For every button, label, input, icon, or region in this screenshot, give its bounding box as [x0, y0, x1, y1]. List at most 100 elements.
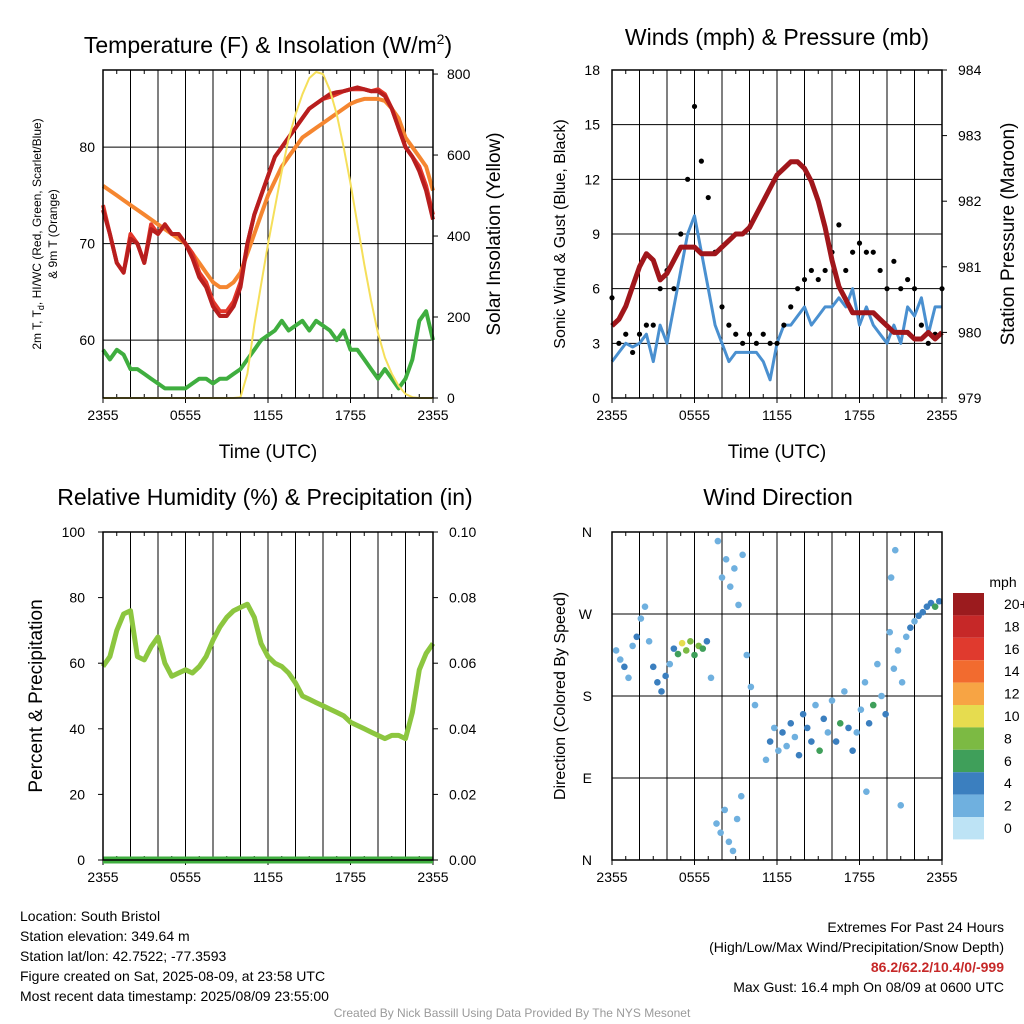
series-line-station-pressure: [610, 159, 944, 342]
gust-point: [698, 158, 704, 164]
direction-point: [931, 603, 939, 611]
direction-point: [836, 720, 844, 727]
legend-label: 2: [1004, 798, 1012, 814]
x-tick-label: 1155: [253, 869, 283, 885]
direction-point: [637, 615, 645, 622]
direction-point: [865, 720, 873, 727]
x-tick-label: 1155: [253, 407, 283, 423]
y-tick-label: 12: [584, 171, 600, 187]
gust-point: [863, 249, 869, 255]
legend-label: 6: [1004, 753, 1012, 769]
plot-frame: [611, 69, 943, 399]
direction-point: [824, 729, 832, 736]
direction-point: [861, 679, 869, 686]
y-tick-label: 18: [584, 62, 600, 78]
direction-point: [717, 829, 724, 836]
max-gust: Max Gust: 16.4 mph On 08/09 at 0600 UTC: [733, 979, 1004, 995]
series-line-td: [101, 309, 435, 391]
direction-point: [616, 656, 624, 663]
direction-point: [662, 672, 669, 680]
y-tick-label: 70: [79, 236, 95, 252]
gust-point: [815, 276, 821, 283]
direction-point: [775, 747, 782, 754]
direction-point: [654, 679, 661, 686]
y2-tick-label: 200: [447, 309, 471, 325]
direction-point: [878, 692, 885, 700]
x-tick-label: 2355: [596, 407, 627, 423]
gust-point: [740, 340, 746, 346]
gust-point: [691, 103, 698, 110]
gust-point: [870, 249, 876, 255]
panel-2: 2355 0555 1155 1755 235503691215189799809819…: [552, 24, 1019, 463]
gust-point: [891, 258, 897, 264]
y-tick-label: 0: [592, 390, 600, 406]
direction-point: [919, 608, 927, 616]
legend-label: 0: [1004, 820, 1012, 836]
direction-point: [841, 688, 848, 695]
direction-point: [713, 820, 720, 827]
direction-point: [658, 688, 665, 695]
x-tick-label: 0555: [679, 407, 710, 423]
direction-point: [787, 720, 795, 727]
direction-point: [766, 738, 774, 745]
title-superscript: 2: [437, 31, 445, 47]
gust-point: [685, 176, 691, 182]
direction-point: [891, 546, 899, 554]
direction-point: [743, 651, 751, 659]
y2-tick-label: 0.10: [449, 524, 476, 540]
gust-point: [705, 194, 711, 201]
gust-point: [843, 267, 849, 274]
direction-point: [897, 802, 905, 809]
gust-point: [877, 267, 883, 274]
gust-point: [753, 340, 759, 346]
gust-point: [918, 322, 924, 328]
credit-line: Created By Nick Bassill Using Data Provi…: [333, 1006, 691, 1020]
gust-point: [822, 267, 828, 274]
direction-point: [849, 747, 856, 754]
gust-point: [733, 331, 739, 337]
x-tick-label: 2355: [417, 869, 448, 885]
y2-tick-label: 0: [447, 390, 455, 406]
direction-point: [874, 660, 881, 668]
direction-point: [687, 638, 694, 645]
legend-label: 14: [1004, 663, 1020, 679]
y-tick-label: N: [582, 852, 592, 868]
direction-point: [911, 617, 918, 625]
gust-point: [925, 340, 931, 346]
direction-point: [816, 747, 823, 754]
extremes-values: 86.2/62.2/10.4/0/-999: [870, 959, 1004, 975]
direction-point: [731, 565, 738, 572]
y-label-tail: , HI/WC (Red, Green, Scarlet/Blue): [30, 118, 44, 305]
y-tick-label: 20: [69, 786, 85, 802]
direction-point: [714, 537, 722, 545]
gust-point: [905, 276, 911, 283]
chart-title: Winds (mph) & Pressure (mb): [625, 24, 929, 50]
chart-title: Wind Direction: [703, 484, 853, 510]
y-tick-label: 15: [584, 117, 600, 133]
direction-point: [783, 742, 790, 750]
extremes-title: Extremes For Past 24 Hours: [827, 919, 1004, 935]
legend-swatch: [953, 682, 984, 705]
y2-tick-label: 0.08: [449, 590, 476, 606]
series-line-9m-t: [101, 96, 435, 290]
direction-point: [863, 788, 870, 795]
recent-timestamp: Most recent data timestamp: 2025/08/09 2…: [20, 988, 329, 1004]
x-tick-label: 2355: [417, 407, 448, 423]
gust-point: [657, 286, 663, 292]
panel-1: 2355 0555 1155 1755 23556070800200400600800T…: [30, 31, 505, 463]
direction-point: [869, 701, 877, 709]
direction-point: [902, 633, 910, 641]
direction-point: [722, 556, 730, 563]
direction-point: [707, 674, 715, 682]
legend-label: 18: [1004, 618, 1020, 634]
direction-point: [747, 683, 755, 691]
legend-swatch: [953, 705, 984, 728]
direction-point: [612, 647, 620, 654]
gust-point: [678, 231, 684, 237]
gust-point: [726, 322, 732, 328]
chart-title: Relative Humidity (%) & Precipitation (i…: [57, 484, 472, 510]
legend-swatch: [953, 615, 984, 638]
direction-point: [682, 647, 690, 654]
y-tick-label: 3: [592, 335, 600, 351]
y-tick-label: S: [583, 688, 592, 704]
